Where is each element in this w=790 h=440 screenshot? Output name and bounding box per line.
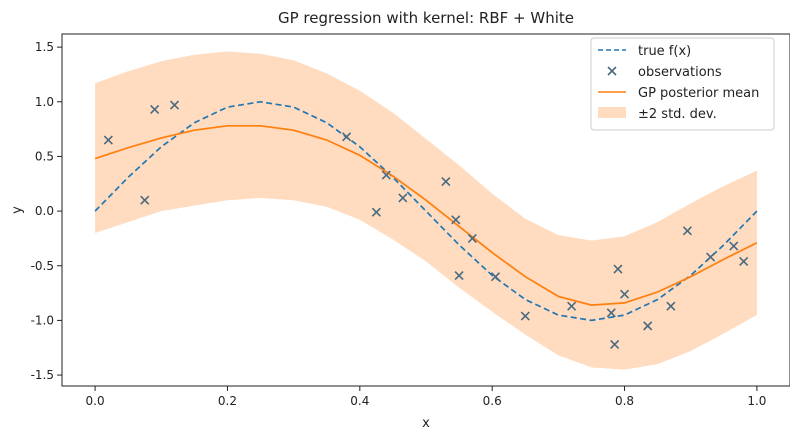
observation-point: [381, 170, 391, 180]
x-tick-label: 0.8: [615, 394, 634, 408]
x-tick-label: 1.0: [747, 394, 766, 408]
band-layer: [95, 51, 757, 370]
observation-point: [454, 271, 464, 281]
y-axis-title: y: [10, 206, 25, 214]
observation-point: [398, 193, 408, 203]
observations-layer: [103, 100, 749, 350]
legend-box: [590, 37, 775, 131]
observation-point: [169, 100, 180, 110]
std-band-area: [95, 51, 757, 370]
observation-point: [610, 339, 620, 350]
observation-point: [103, 135, 113, 145]
y-axis: -1.5 -1.0 -0.5 0.0 0.5 1.0 1.5: [31, 40, 62, 382]
observation-point: [441, 177, 451, 187]
y-tick-label: 1.0: [35, 95, 54, 109]
chart-title: GP regression with kernel: RBF + White: [278, 9, 574, 27]
posterior-mean-layer: [94, 124, 758, 306]
legend: true f(x) observations GP posterior mean…: [590, 37, 775, 131]
y-tick-label: -1.0: [31, 313, 54, 327]
observation-point: [643, 321, 653, 331]
true-function-line: [94, 100, 758, 322]
observation-point: [613, 264, 623, 274]
x-axis: 0.0 0.2 0.4 0.6 0.8 1.0: [86, 386, 766, 408]
observation-point: [706, 252, 716, 262]
y-tick-label: 0.0: [35, 204, 54, 218]
y-tick-label: -0.5: [31, 259, 54, 273]
legend-label-posterior-mean: GP posterior mean: [638, 86, 759, 101]
observation-point: [150, 104, 160, 114]
plot-area: [94, 51, 758, 370]
observation-point: [567, 301, 577, 311]
observation-point: [739, 256, 749, 266]
y-tick-label: 1.5: [35, 40, 54, 54]
y-tick-label: -1.5: [31, 368, 54, 382]
x-tick-label: 0.6: [483, 394, 502, 408]
plot-frame: [61, 33, 790, 387]
observation-point: [467, 233, 477, 243]
observation-point: [606, 308, 616, 318]
x-axis-title: x: [422, 416, 430, 431]
observation-point: [490, 272, 501, 282]
observation-point: [729, 241, 739, 251]
observation-point: [451, 215, 461, 225]
observation-point: [619, 289, 630, 299]
observation-point: [520, 311, 530, 321]
posterior-mean-line: [94, 124, 758, 306]
legend-label-std-band: ±2 std. dev.: [638, 107, 717, 122]
observation-point: [140, 195, 150, 205]
true-function-layer: [94, 100, 758, 322]
observation-point: [342, 132, 352, 142]
x-tick-label: 0.2: [218, 394, 237, 408]
legend-label-true-function: true f(x): [638, 44, 691, 59]
y-tick-label: 0.5: [35, 149, 54, 163]
legend-swatch-observations-icon: [607, 66, 617, 76]
legend-swatch-std-band: [598, 107, 626, 118]
x-tick-label: 0.0: [86, 394, 105, 408]
legend-label-observations: observations: [638, 65, 722, 80]
x-tick-label: 0.4: [350, 394, 369, 408]
observation-point: [682, 226, 692, 236]
observation-point: [371, 207, 381, 217]
observation-point: [666, 301, 676, 311]
